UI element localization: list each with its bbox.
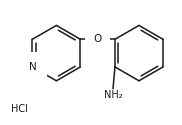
Text: N: N — [29, 62, 36, 72]
Text: NH₂: NH₂ — [104, 90, 122, 100]
Text: HCl: HCl — [11, 104, 28, 114]
Text: O: O — [94, 34, 102, 44]
